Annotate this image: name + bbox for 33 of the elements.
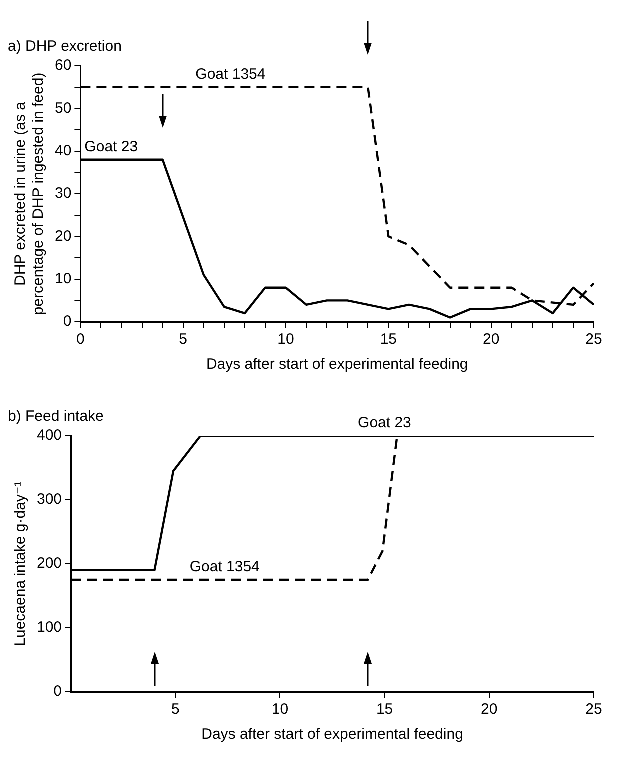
- chart-title: a) DHP excretion: [8, 38, 122, 56]
- series-label: Goat 23: [358, 414, 412, 432]
- y-tick-label: 400: [36, 427, 62, 444]
- x-axis-title: Days after start of experimental feeding: [206, 356, 468, 374]
- x-tick-label: 5: [171, 701, 180, 718]
- series-label: Goat 23: [84, 138, 138, 156]
- y-axis-title: DHP excreted in urine (as a percentage of DHP ingested in feed): [12, 72, 48, 316]
- y-tick-label: 60: [54, 57, 72, 74]
- y-tick-label: 0: [63, 313, 72, 330]
- y-tick-label: 30: [54, 185, 72, 202]
- x-tick-label: 10: [278, 331, 294, 348]
- series-label: Goat 1354: [196, 66, 266, 83]
- y-tick-label: 200: [36, 555, 62, 572]
- x-tick-label: 0: [76, 331, 85, 348]
- chart-title: b) Feed intake: [8, 408, 104, 426]
- x-axis-title: Days after start of experimental feeding: [202, 726, 464, 744]
- y-tick-label: 100: [36, 619, 62, 636]
- y-tick-label: 20: [54, 228, 72, 245]
- y-tick-label: 40: [54, 142, 72, 160]
- x-tick-label: 5: [179, 331, 188, 348]
- x-tick-label: 20: [481, 701, 498, 718]
- x-tick-label: 20: [482, 331, 500, 348]
- y-tick-label: 300: [36, 491, 62, 508]
- y-axis-title: Luecaena intake g·day⁻¹: [12, 482, 30, 646]
- x-tick-label: 15: [376, 701, 394, 718]
- x-tick-label: 25: [586, 331, 602, 348]
- x-tick-label: 15: [380, 331, 398, 348]
- x-tick-label: 25: [586, 701, 602, 718]
- x-tick-label: 10: [272, 701, 289, 718]
- y-tick-label: 0: [54, 683, 62, 700]
- y-tick-label: 50: [54, 100, 72, 117]
- series-label: Goat 1354: [190, 558, 260, 576]
- y-tick-label: 10: [54, 270, 72, 288]
